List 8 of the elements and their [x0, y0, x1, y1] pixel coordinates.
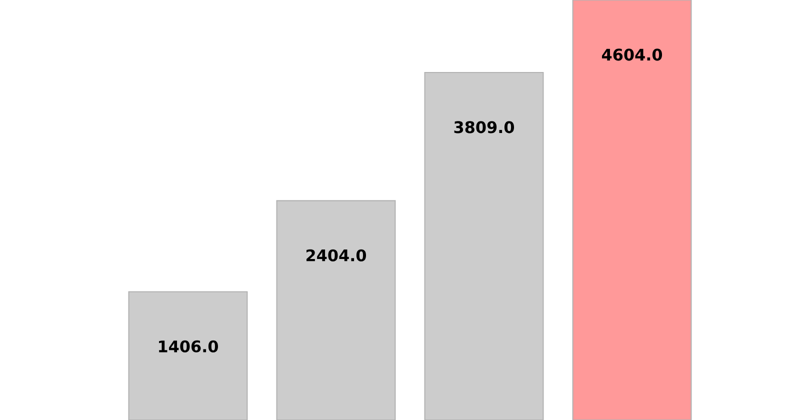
bar	[424, 72, 544, 420]
bar	[276, 200, 396, 420]
bar	[572, 0, 692, 420]
data-label: 2404.0	[306, 249, 366, 262]
bar	[128, 291, 248, 420]
data-label: 4604.0	[602, 48, 662, 61]
data-label: 3809.0	[454, 121, 514, 134]
data-label: 1406.0	[159, 340, 218, 352]
